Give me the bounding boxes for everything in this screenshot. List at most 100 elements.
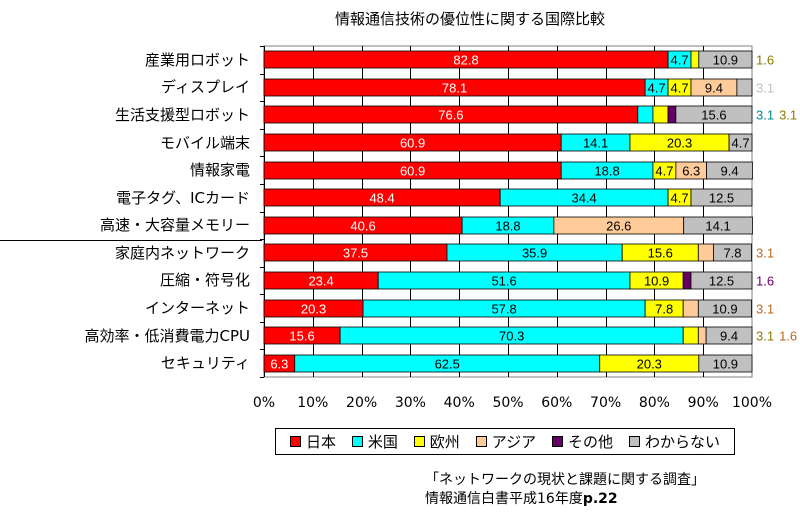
data-label: 3.1	[756, 108, 774, 123]
bar-segment	[690, 188, 753, 207]
bar-segment	[698, 50, 753, 69]
data-labels: 82.8 4.7 1.6 10.9 78.1 4.7 4.7 9.4 3.1 76.6 3.1 3.1…	[270, 53, 797, 372]
bar-segment	[706, 161, 753, 180]
category-label: 高速・大容量メモリー	[99, 216, 250, 235]
legend-swatch	[552, 436, 564, 447]
category-label: 高効率・低消費電力CPU	[84, 326, 251, 345]
data-label: 48.4	[369, 191, 394, 206]
category-label: 情報家電	[189, 161, 250, 180]
data-label: 4.7	[670, 191, 688, 206]
legend-swatch	[475, 436, 487, 447]
data-label: 6.3	[270, 357, 288, 372]
legend-label: その他	[568, 433, 614, 451]
legend: 日本 米国 欧州 アジア その他 わからない	[275, 428, 735, 455]
data-label: 3.1	[756, 329, 774, 344]
data-label: 1.6	[756, 53, 774, 68]
data-label: 20.3	[301, 302, 326, 317]
legend-item: わからない	[628, 431, 720, 452]
source-line-2: 情報通信白書平成16年度p.22	[425, 490, 705, 509]
data-label: 10.9	[713, 53, 738, 68]
bar-segment	[675, 105, 753, 124]
data-label: 10.9	[713, 357, 738, 372]
category-label: 家庭内ネットワーク	[114, 243, 250, 262]
legend-label: わからない	[644, 433, 720, 451]
data-label: 4.7	[655, 164, 673, 179]
bar-segment	[683, 216, 753, 235]
data-label: 15.6	[648, 246, 673, 261]
bar-segment	[697, 243, 714, 262]
x-tick-label: 70%	[590, 395, 622, 411]
data-label: 10.9	[644, 274, 669, 289]
data-label: 26.6	[606, 219, 631, 234]
data-label: 4.7	[670, 53, 688, 68]
source-line-1: 「ネットワークの現状と課題に関する調査」	[425, 472, 705, 488]
bar-segment	[698, 354, 753, 373]
data-label: 9.4	[721, 164, 739, 179]
data-label: 3.1	[779, 108, 797, 123]
data-label: 34.4	[571, 191, 596, 206]
category-label: 生活支援型ロボット	[114, 105, 250, 124]
source-line-2-prefix: 情報通信白書平成16年度	[425, 491, 583, 507]
x-tick-label: 20%	[346, 395, 378, 411]
data-label: 7.8	[723, 246, 741, 261]
data-label: 20.3	[667, 136, 692, 151]
x-tick-label: 60%	[541, 395, 573, 411]
data-label: 60.9	[400, 164, 425, 179]
data-label: 1.6	[779, 329, 797, 344]
bar-segment	[697, 299, 752, 318]
data-label: 51.6	[491, 274, 516, 289]
legend-item: 欧州	[413, 431, 460, 452]
data-label: 14.1	[705, 219, 730, 234]
x-tick-label: 40%	[443, 395, 475, 411]
data-label: 35.9	[522, 246, 547, 261]
data-label: 15.6	[701, 108, 726, 123]
legend-item: 米国	[351, 431, 398, 452]
legend-swatch	[289, 436, 301, 447]
bar-segment	[690, 271, 753, 290]
bar-segment	[728, 133, 753, 152]
legend-label: 日本	[305, 433, 336, 451]
data-label: 23.4	[308, 274, 333, 289]
legend-label: 欧州	[429, 433, 460, 451]
bar-segment	[690, 50, 700, 69]
data-label: 9.4	[705, 81, 723, 96]
category-label: セキュリティ	[160, 354, 250, 373]
category-label: インターネット	[144, 299, 250, 318]
legend-item: 日本	[289, 431, 336, 452]
data-label: 37.5	[343, 246, 368, 261]
data-label: 78.1	[442, 81, 467, 96]
data-label: 3.1	[756, 81, 774, 96]
bar-segment	[637, 105, 654, 124]
group-separator-line	[0, 240, 262, 241]
legend-swatch	[351, 436, 363, 447]
data-label: 4.7	[731, 136, 749, 151]
bar-segment	[713, 243, 752, 262]
source-page: p.22	[582, 491, 618, 507]
data-label: 1.6	[756, 274, 774, 289]
legend-label: 米国	[367, 433, 398, 451]
data-label: 4.7	[648, 81, 666, 96]
data-label: 62.5	[435, 357, 460, 372]
x-tick-label: 10%	[297, 395, 329, 411]
x-tick-label: 0%	[252, 395, 276, 411]
data-label: 3.1	[756, 302, 774, 317]
legend-item: その他	[552, 431, 613, 452]
data-label: 20.3	[637, 357, 662, 372]
data-label: 18.8	[495, 219, 520, 234]
x-tick-label: 80%	[638, 395, 670, 411]
data-label: 60.9	[400, 136, 425, 151]
bar-segment	[667, 105, 677, 124]
bar-segment	[697, 326, 707, 345]
category-label: 電子タグ、ICカード	[116, 188, 250, 207]
legend-swatch	[413, 436, 425, 447]
data-label: 57.8	[491, 302, 516, 317]
category-label: 圧縮・符号化	[159, 271, 250, 290]
data-label: 6.3	[682, 164, 700, 179]
category-label: 産業用ロボット	[144, 50, 250, 69]
data-label: 12.5	[709, 274, 734, 289]
bar-segment	[652, 105, 669, 124]
chart-title: 情報通信技術の優位性に関する国際比較	[334, 10, 605, 28]
legend-swatch	[628, 436, 640, 447]
data-label: 9.4	[720, 329, 738, 344]
